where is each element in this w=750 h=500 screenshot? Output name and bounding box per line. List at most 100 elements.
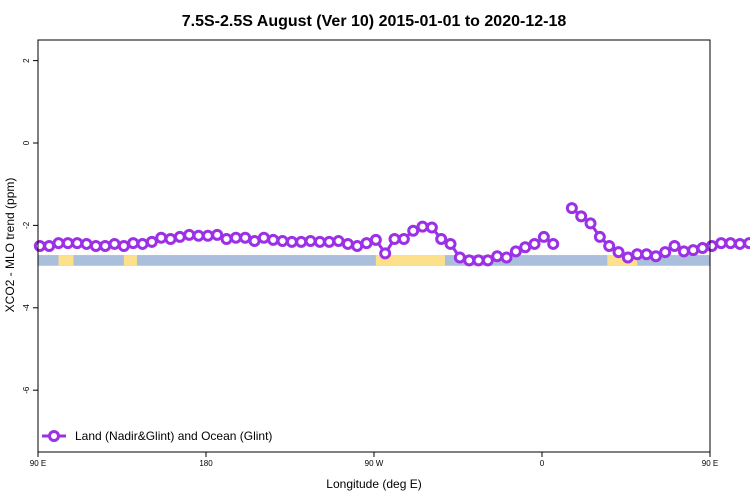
data-point xyxy=(211,228,224,241)
data-point xyxy=(173,230,186,243)
data-point xyxy=(108,237,121,250)
data-point xyxy=(444,237,457,250)
data-point xyxy=(743,237,750,250)
data-point xyxy=(733,237,746,250)
data-point xyxy=(668,240,681,252)
land-segment xyxy=(375,255,445,266)
data-point xyxy=(295,235,308,248)
data-point xyxy=(621,251,634,264)
data-point xyxy=(323,235,336,248)
data-point xyxy=(99,240,112,252)
data-point xyxy=(453,251,466,264)
data-point xyxy=(528,237,541,250)
data-point xyxy=(229,231,242,244)
data-point xyxy=(239,231,252,244)
land-segment xyxy=(123,255,137,266)
data-point xyxy=(136,237,149,250)
legend-marker-swatch xyxy=(48,430,60,442)
data-point xyxy=(313,235,326,248)
data-point xyxy=(155,231,168,244)
y-tick-label: 0 xyxy=(22,140,31,145)
data-point xyxy=(89,240,102,252)
data-point xyxy=(201,229,214,242)
data-point xyxy=(659,246,672,259)
data-point xyxy=(61,237,74,250)
x-tick-label: 90 E xyxy=(702,459,718,468)
data-point xyxy=(52,237,65,250)
data-point xyxy=(519,241,532,254)
x-tick-label: 180 xyxy=(199,459,213,468)
data-point xyxy=(640,248,653,261)
data-point xyxy=(724,237,737,250)
x-axis-label: Longitude (deg E) xyxy=(326,477,421,491)
data-point xyxy=(705,240,718,252)
data-point xyxy=(397,232,410,245)
data-point xyxy=(351,240,364,252)
data-point xyxy=(537,230,550,243)
data-point xyxy=(435,232,448,245)
data-point xyxy=(687,244,700,257)
data-point xyxy=(369,233,382,246)
data-point xyxy=(80,237,93,250)
ocean-band xyxy=(38,255,710,266)
y-tick-label: 2 xyxy=(22,58,31,63)
data-point xyxy=(575,210,588,223)
data-point xyxy=(33,240,46,252)
data-point xyxy=(500,251,513,264)
y-tick-label: -4 xyxy=(22,304,31,312)
data-point xyxy=(565,202,578,215)
data-point xyxy=(145,235,158,248)
data-point xyxy=(248,235,261,248)
data-point xyxy=(612,246,625,259)
axes: 90 E 180 90 W 0 90 E 2 0 -2 -4 -6 xyxy=(22,58,718,468)
data-point xyxy=(183,228,196,241)
data-point xyxy=(509,245,522,258)
data-point xyxy=(715,237,728,250)
data-point xyxy=(220,232,233,245)
plot-frame xyxy=(37,39,711,453)
legend: Land (Nadir&Glint) and Ocean (Glint) xyxy=(42,429,272,443)
land-segment xyxy=(607,255,638,266)
data-point xyxy=(192,229,205,242)
data-point xyxy=(425,221,438,234)
data-point xyxy=(285,235,298,248)
data-point xyxy=(43,240,56,252)
series-layer xyxy=(33,202,750,267)
data-point xyxy=(463,254,476,267)
data-point xyxy=(257,231,270,244)
data-point xyxy=(696,242,709,255)
y-tick-label: -6 xyxy=(22,386,31,394)
y-tick-label: -2 xyxy=(22,221,31,229)
data-point xyxy=(631,248,644,261)
data-point xyxy=(677,245,690,258)
data-point xyxy=(164,232,177,245)
data-point xyxy=(472,254,485,267)
data-point xyxy=(276,235,289,248)
data-point xyxy=(416,220,429,233)
data-point xyxy=(332,235,345,248)
data-point xyxy=(603,240,616,252)
data-point xyxy=(267,233,280,246)
data-point xyxy=(341,237,354,250)
x-tick-label: 90 W xyxy=(365,459,384,468)
legend-entry-label: Land (Nadir&Glint) and Ocean (Glint) xyxy=(75,429,272,443)
land-ocean-band xyxy=(38,255,710,266)
x-tick-label: 90 E xyxy=(30,459,46,468)
data-point xyxy=(127,237,140,250)
data-point xyxy=(481,254,494,267)
data-point xyxy=(584,217,597,230)
data-point xyxy=(547,237,560,250)
x-tick-label: 0 xyxy=(540,459,545,468)
data-point xyxy=(117,240,130,252)
data-point xyxy=(388,232,401,245)
y-axis-label: XCO2 - MLO trend (ppm) xyxy=(3,178,17,313)
chart-title: 7.5S-2.5S August (Ver 10) 2015-01-01 to … xyxy=(182,13,567,30)
data-point xyxy=(593,230,606,243)
data-point xyxy=(491,250,504,263)
data-point xyxy=(71,237,84,250)
data-point xyxy=(360,237,373,250)
land-segment xyxy=(58,255,74,266)
data-point xyxy=(407,224,420,237)
data-point xyxy=(379,247,392,260)
